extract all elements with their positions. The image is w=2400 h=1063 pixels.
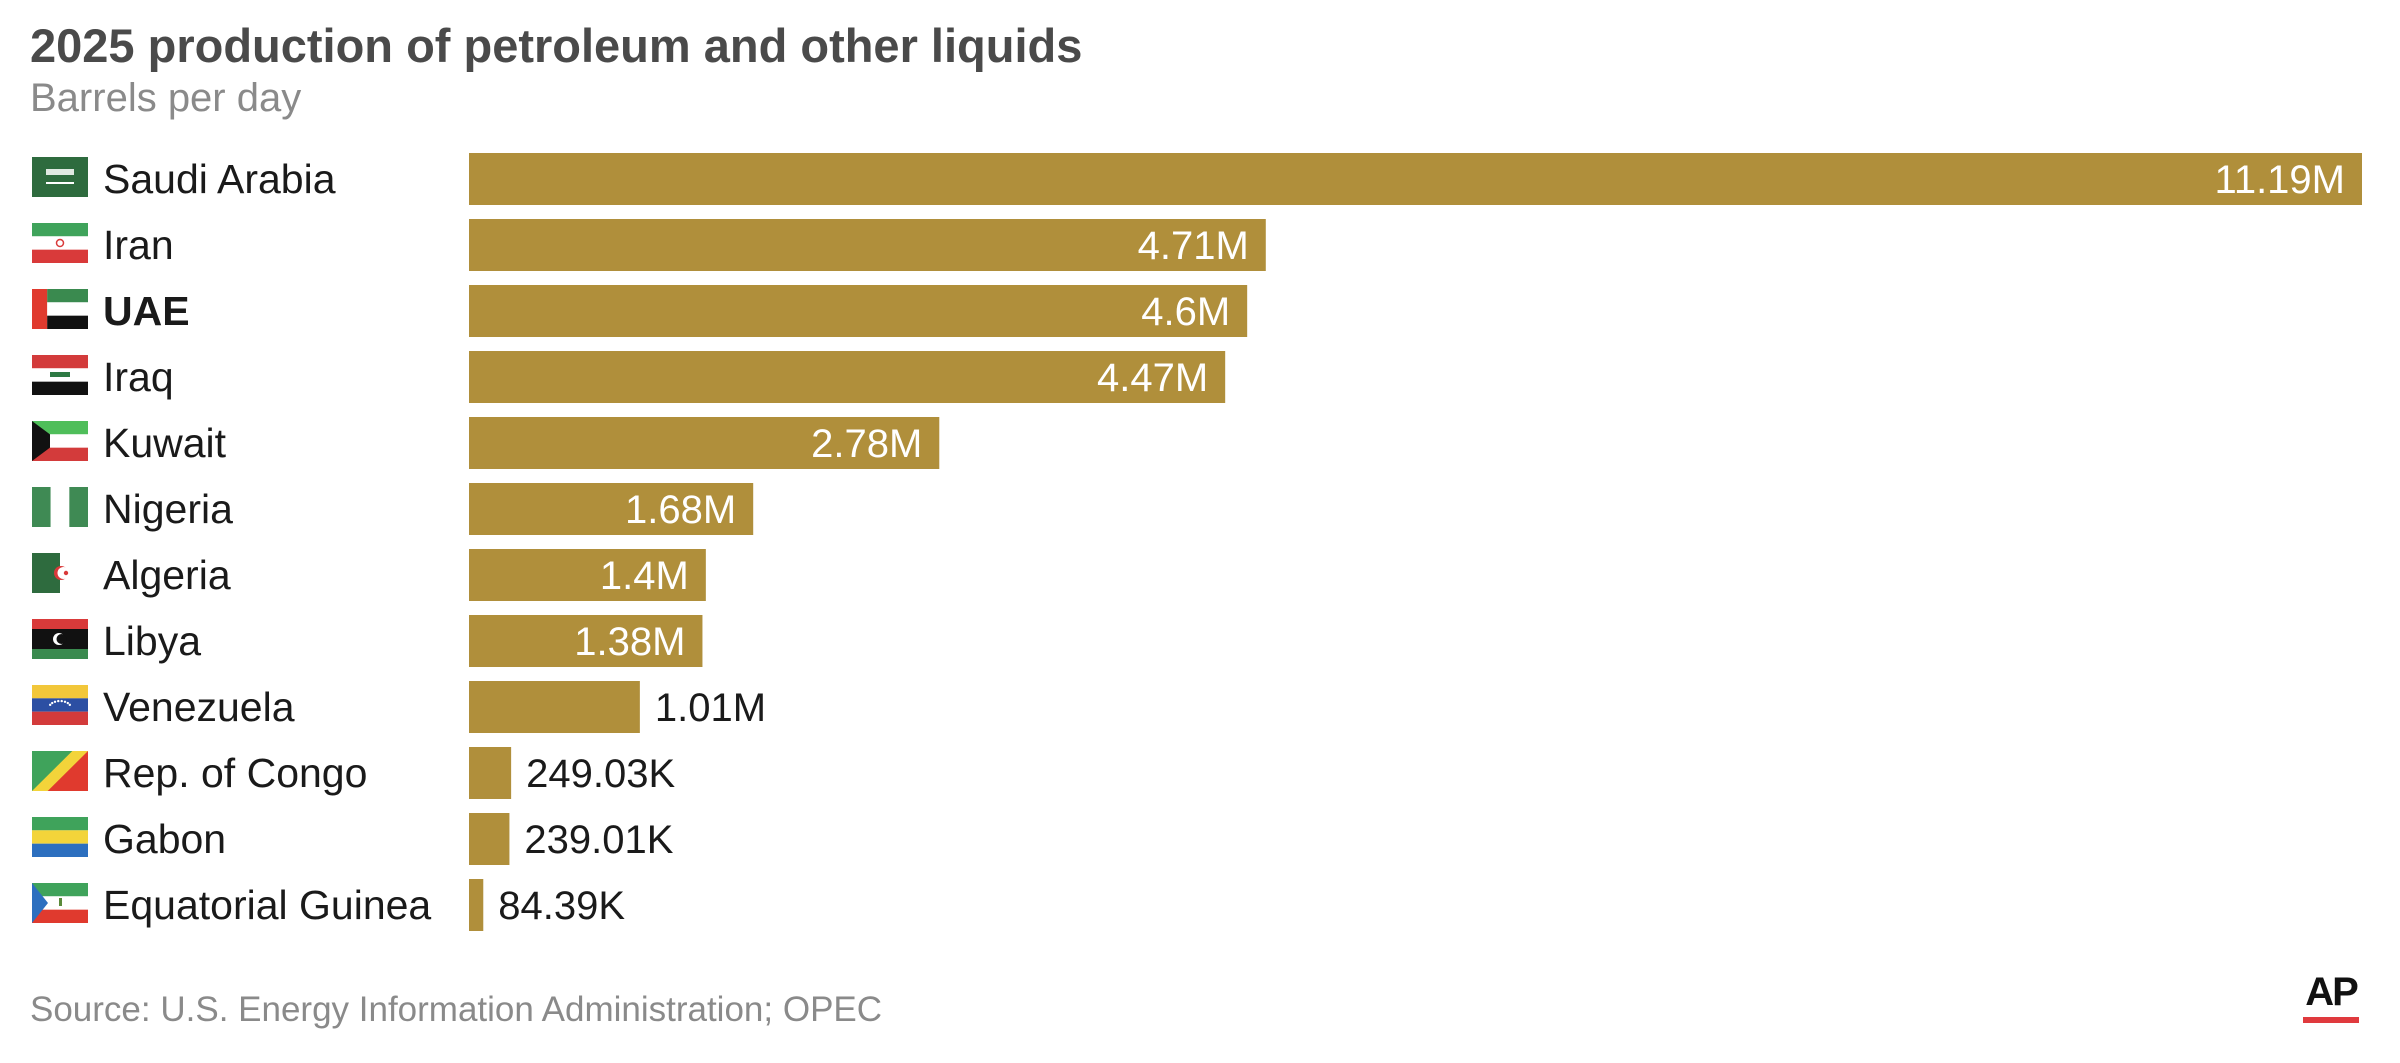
category-label: Rep. of Congo: [103, 750, 367, 796]
bar-row-uae: UAE 4.6M: [32, 285, 1248, 337]
category-label: UAE: [103, 288, 190, 334]
bar-row-iran: Iran 4.71M: [32, 219, 1266, 271]
value-label: 4.71M: [1138, 224, 1249, 268]
category-label: Libya: [103, 618, 201, 664]
congo-flag-icon: [32, 751, 88, 791]
bar: [469, 549, 706, 601]
value-label: 1.68M: [625, 488, 736, 532]
bar: [469, 615, 703, 667]
category-label: Algeria: [103, 552, 231, 598]
category-label: Venezuela: [103, 684, 295, 730]
kuwait-flag-icon: [32, 421, 88, 461]
bar-row-gabon: Gabon 239.01K: [32, 813, 674, 865]
iran-flag-icon: [32, 223, 88, 263]
libya-flag-icon: [32, 619, 88, 659]
bar-row-rep-of-congo: Rep. of Congo 249.03K: [32, 747, 675, 799]
category-label: Saudi Arabia: [103, 156, 336, 202]
equatorial-guinea-flag-icon: [32, 883, 88, 923]
venezuela-flag-icon: [32, 685, 88, 725]
category-label: Kuwait: [103, 420, 227, 466]
bar-row-libya: Libya 1.38M: [32, 615, 703, 667]
chart-subtitle: Barrels per day: [30, 76, 302, 120]
ap-logo: AP: [2303, 970, 2359, 1023]
bar-row-nigeria: Nigeria 1.68M: [32, 483, 754, 535]
bar-row-iraq: Iraq 4.47M: [32, 351, 1226, 403]
bar-row-kuwait: Kuwait 2.78M: [32, 417, 940, 469]
source-note: Source: U.S. Energy Information Administ…: [30, 990, 883, 1029]
value-label: 84.39K: [498, 884, 625, 928]
value-label: 1.38M: [574, 620, 685, 664]
uae-flag-icon: [32, 289, 88, 329]
value-label: 249.03K: [526, 752, 675, 796]
chart-title: 2025 production of petroleum and other l…: [30, 19, 1083, 72]
algeria-flag-icon: [32, 553, 88, 593]
bar: [469, 417, 940, 469]
bar: [469, 813, 510, 865]
bar: [469, 483, 754, 535]
value-label: 2.78M: [811, 422, 922, 466]
category-label: Nigeria: [103, 486, 233, 532]
bar: [469, 351, 1226, 403]
gabon-flag-icon: [32, 817, 88, 857]
category-label: Equatorial Guinea: [103, 882, 431, 928]
bar-row-algeria: Algeria 1.4M: [32, 549, 706, 601]
bar: [469, 681, 640, 733]
value-label: 1.4M: [600, 554, 689, 598]
svg-text:AP: AP: [2305, 970, 2358, 1014]
value-label: 11.19M: [2215, 158, 2345, 202]
bar-chart: Saudi Arabia 11.19M Iran 4.71M UAE 4.6M Iraq 4.…: [32, 153, 2362, 931]
bar: [469, 879, 484, 931]
bar-row-venezuela: Venezuela 1.01M: [32, 681, 766, 733]
value-label: 1.01M: [655, 686, 766, 730]
bar: [469, 747, 512, 799]
value-label: 4.6M: [1141, 290, 1230, 334]
bar-row-saudi-arabia: Saudi Arabia 11.19M: [32, 153, 2362, 205]
category-label: Iran: [103, 222, 174, 268]
bar: [469, 219, 1266, 271]
category-label: Iraq: [103, 354, 174, 400]
value-label: 4.47M: [1097, 356, 1208, 400]
saudi-arabia-flag-icon: [32, 157, 88, 197]
bar: [469, 285, 1248, 337]
value-label: 239.01K: [524, 818, 673, 862]
bar: [469, 153, 2362, 205]
category-label: Gabon: [103, 816, 226, 862]
iraq-flag-icon: [32, 355, 88, 395]
nigeria-flag-icon: [32, 487, 88, 527]
bar-row-equatorial-guinea: Equatorial Guinea 84.39K: [32, 879, 625, 931]
